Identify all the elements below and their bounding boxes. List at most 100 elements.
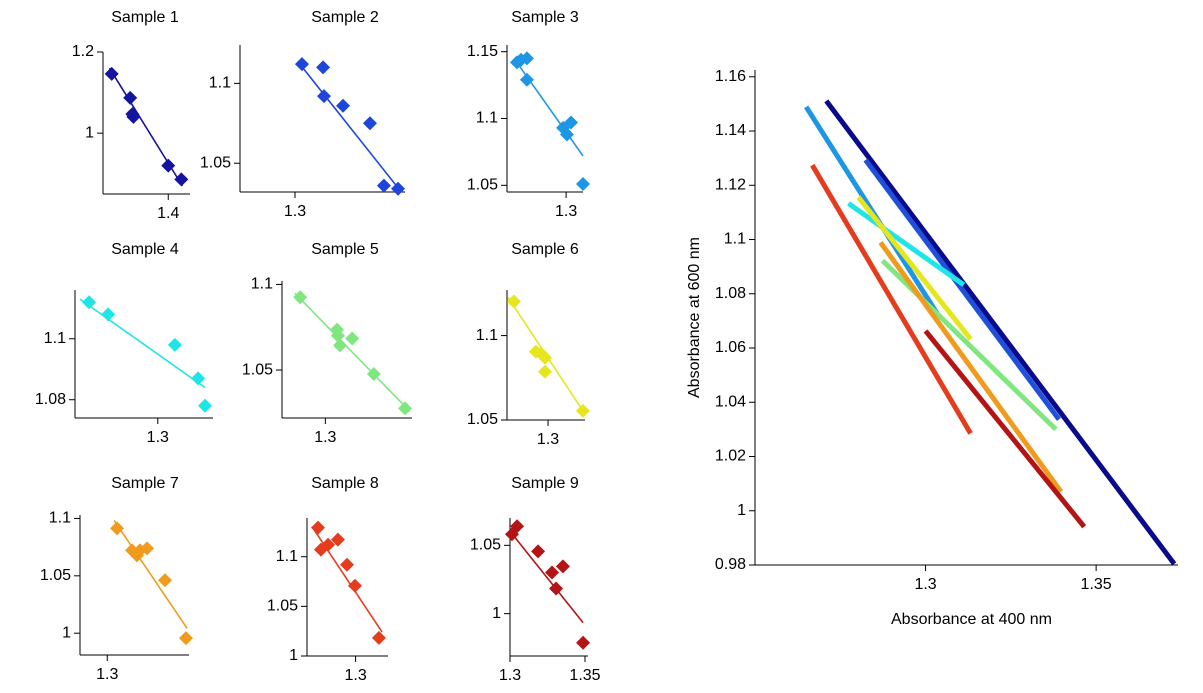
chart-title: Sample 3: [511, 9, 579, 26]
data-point: [333, 338, 348, 353]
y-tick-label: 1.1: [724, 231, 746, 248]
data-point: [531, 544, 546, 559]
fit-line: [810, 163, 973, 435]
data-point: [294, 57, 309, 72]
data-point: [174, 172, 189, 187]
data-point: [293, 290, 308, 305]
x-tick-label: 1.4: [157, 205, 179, 222]
data-point: [391, 181, 406, 196]
chart-title: Sample 6: [511, 241, 579, 258]
data-point: [167, 337, 182, 352]
data-point: [537, 350, 552, 365]
y-tick-label: 1.05: [467, 411, 498, 428]
fit-line: [847, 201, 966, 287]
data-point: [555, 559, 570, 574]
chart-title: Sample 9: [511, 475, 579, 492]
fit-line: [79, 298, 206, 389]
x-tick-label: 1.3: [537, 431, 559, 448]
y-tick-label: 1.15: [467, 43, 498, 60]
x-tick-label: 1.3: [499, 667, 521, 684]
fit-line: [298, 62, 402, 193]
data-point: [347, 578, 362, 593]
data-point: [376, 178, 391, 193]
data-point: [336, 98, 351, 113]
data-point: [101, 307, 116, 322]
y-tick-label: 1.1: [476, 327, 498, 344]
data-point: [126, 109, 141, 124]
data-point: [161, 158, 176, 173]
fit-line: [878, 241, 1064, 494]
x-tick-label: 1.3: [555, 203, 577, 220]
data-point: [123, 90, 138, 105]
chart-title: Sample 1: [111, 9, 179, 26]
y-tick-label: 1.06: [715, 339, 746, 356]
fit-line: [113, 519, 188, 629]
y-tick-label: 1.1: [209, 75, 231, 92]
data-point: [340, 557, 355, 572]
fit-line: [923, 329, 1087, 529]
chart-title: Sample 2: [311, 9, 379, 26]
y-tick-label: 1.1: [49, 510, 71, 527]
fit-line: [856, 195, 973, 341]
y-tick-label: 1.1: [44, 330, 66, 347]
y-tick-label: 1.05: [470, 537, 501, 554]
data-point: [104, 66, 119, 81]
data-point: [366, 366, 381, 381]
x-tick-label: 1.3: [147, 429, 169, 446]
chart-title: Sample 7: [111, 475, 179, 492]
data-point: [197, 398, 212, 413]
y-tick-label: 1.05: [200, 154, 231, 171]
y-tick-label: 1.2: [72, 43, 94, 60]
data-point: [311, 520, 326, 535]
y-tick-label: 0.98: [715, 556, 746, 573]
y-tick-label: 1.05: [467, 177, 498, 194]
data-point: [179, 631, 194, 646]
data-point: [519, 51, 534, 66]
x-tick-label: 1.3: [314, 429, 336, 446]
fit-line: [509, 530, 584, 624]
y-tick-label: 1: [85, 124, 94, 141]
data-point: [82, 295, 97, 310]
chart-title: Sample 8: [311, 475, 379, 492]
data-point: [576, 176, 590, 191]
data-point: [140, 541, 155, 556]
data-point: [510, 519, 525, 534]
y-tick-label: 1.12: [715, 176, 746, 193]
data-point: [559, 127, 574, 142]
data-point: [537, 364, 552, 379]
data-point: [345, 331, 360, 346]
x-axis-label: Absorbance at 400 nm: [891, 611, 1052, 628]
data-point: [321, 537, 336, 552]
data-point: [362, 116, 377, 131]
data-point: [110, 521, 125, 536]
y-tick-label: 1: [492, 605, 501, 622]
chart-title: Sample 4: [111, 241, 179, 258]
y-tick-label: 1.02: [715, 448, 746, 465]
data-point: [575, 403, 590, 418]
x-tick-label: 1.3: [914, 576, 936, 593]
data-point: [519, 72, 534, 87]
y-tick-label: 1: [62, 624, 71, 641]
data-point: [398, 401, 413, 416]
fit-line: [294, 292, 411, 412]
data-point: [545, 565, 559, 580]
data-point: [549, 581, 564, 596]
y-tick-label: 1.04: [715, 393, 746, 410]
y-tick-label: 1.14: [715, 122, 746, 139]
y-tick-label: 1.05: [242, 361, 273, 378]
y-tick-label: 1.1: [276, 548, 298, 565]
data-point: [371, 630, 386, 645]
data-point: [506, 294, 521, 309]
data-point: [576, 635, 591, 650]
y-tick-label: 1.08: [715, 285, 746, 302]
data-point: [316, 89, 331, 104]
fit-line: [863, 158, 1061, 421]
y-axis-label: Absorbance at 600 nm: [686, 237, 703, 398]
data-point: [330, 328, 345, 343]
fit-line: [824, 99, 1177, 566]
fit-line: [514, 59, 584, 157]
chart-title: Sample 5: [311, 241, 379, 258]
x-tick-label: 1.35: [569, 667, 600, 684]
x-tick-label: 1.3: [96, 666, 118, 683]
